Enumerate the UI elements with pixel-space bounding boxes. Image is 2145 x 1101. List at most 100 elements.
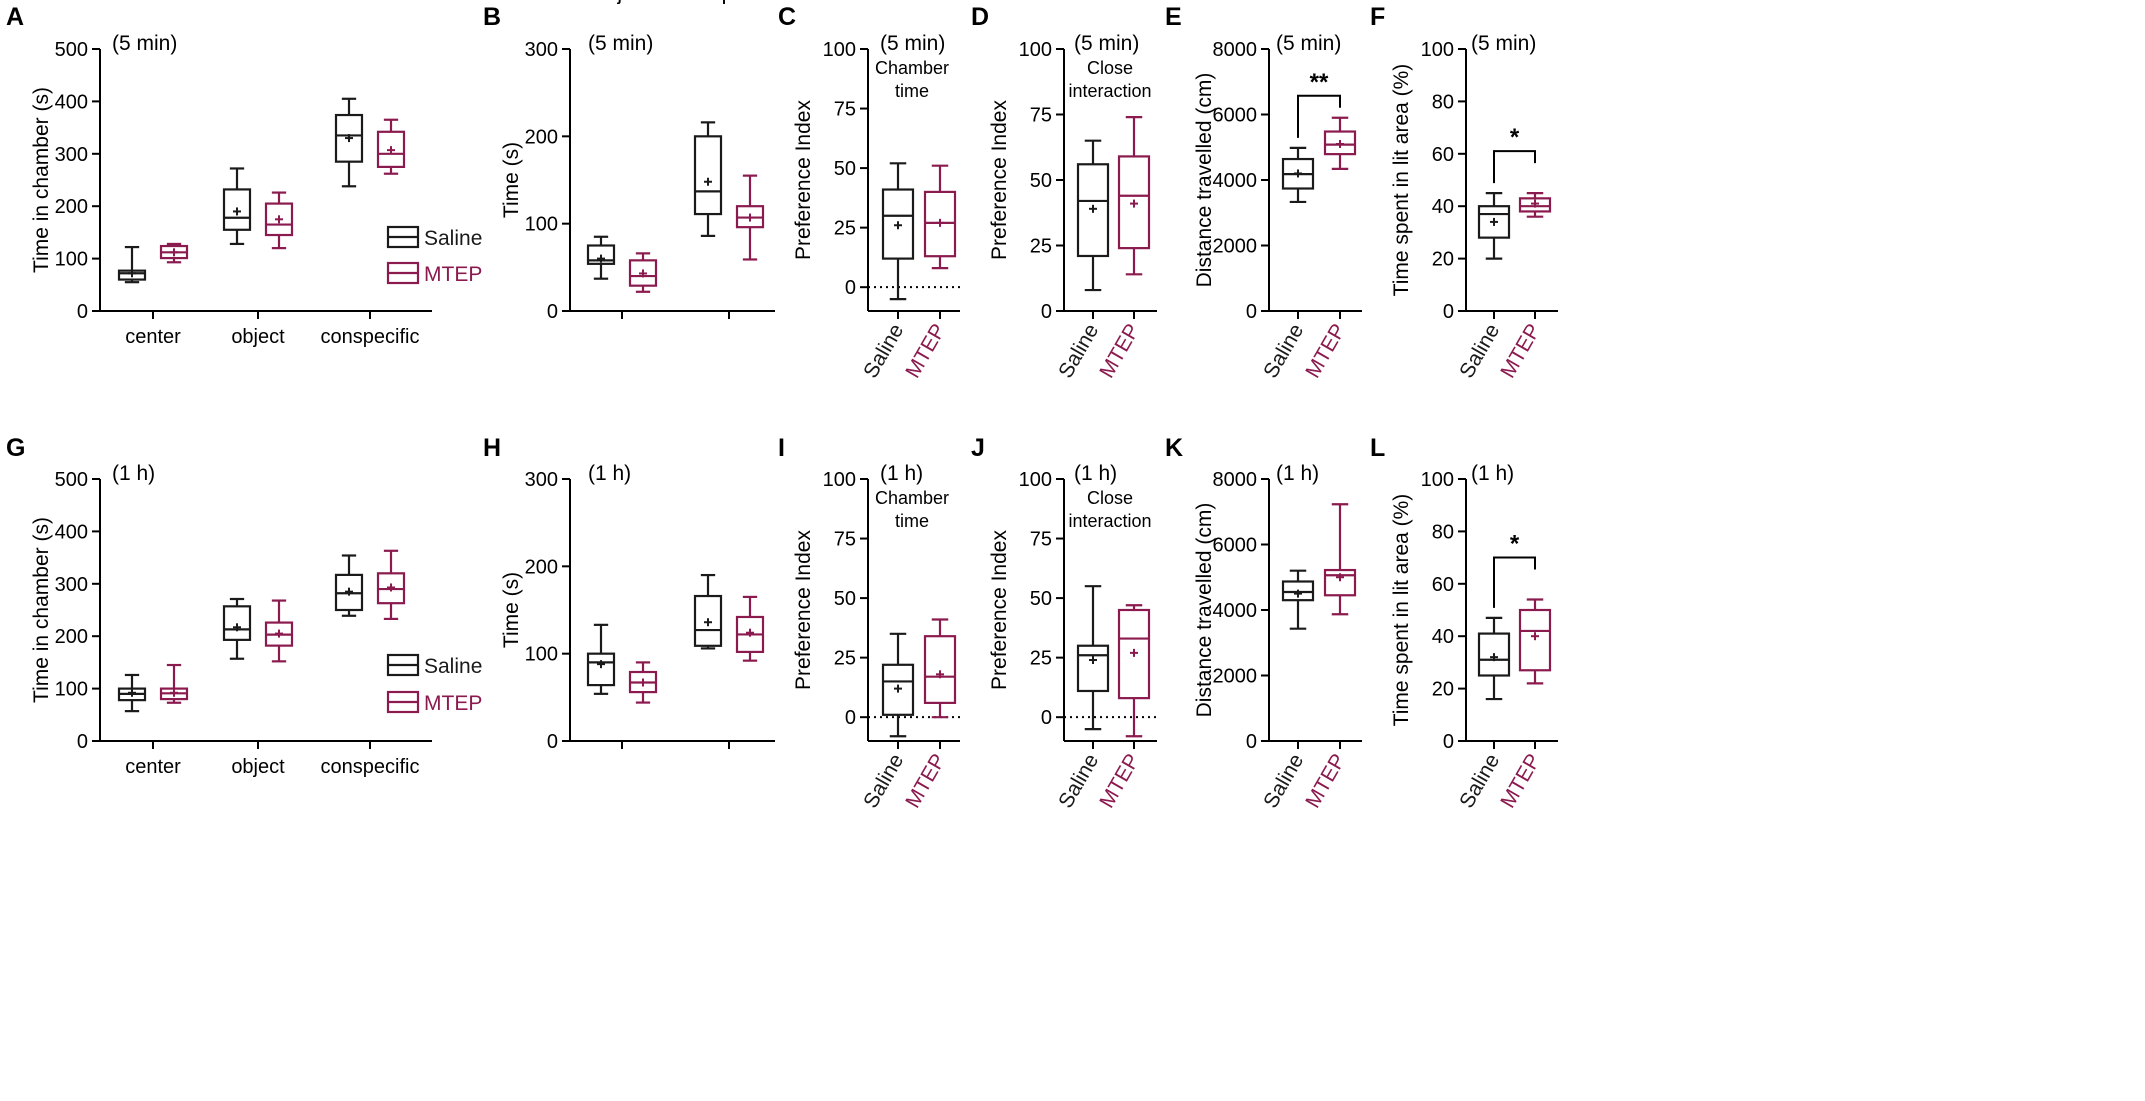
y-tick-label: 2000 bbox=[1213, 236, 1258, 258]
condition-label: (1 h) bbox=[1074, 462, 1117, 485]
subtitle-line-2: interaction bbox=[1068, 81, 1151, 101]
box-saline-saline bbox=[881, 162, 915, 301]
y-tick-label: 300 bbox=[55, 574, 88, 596]
x-tick-label-saline: Saline bbox=[1054, 320, 1103, 382]
subtitle-line-1: Close bbox=[1087, 58, 1133, 78]
panel-letter: A bbox=[6, 3, 24, 31]
y-tick-label: 75 bbox=[834, 529, 856, 551]
y-axis-label: Time (s) bbox=[500, 142, 523, 218]
x-tick-label-saline: Saline bbox=[1455, 750, 1504, 812]
condition-label: (1 h) bbox=[588, 462, 631, 485]
y-tick-label: 400 bbox=[55, 91, 88, 113]
panel-letter: F bbox=[1370, 3, 1385, 31]
y-tick-label: 20 bbox=[1432, 679, 1454, 701]
iqr-box bbox=[923, 635, 957, 704]
box-mtep-mtep bbox=[1323, 116, 1357, 170]
box-mtep-center bbox=[159, 242, 189, 264]
subtitle-line-1: Close bbox=[1087, 488, 1133, 508]
y-tick-label: 0 bbox=[547, 301, 558, 323]
subtitle-line-1: Chamber bbox=[875, 488, 949, 508]
condition-label: (5 min) bbox=[112, 32, 177, 55]
box-mtep-mtep bbox=[923, 164, 957, 270]
box-saline-saline bbox=[881, 632, 915, 738]
x-tick-label-saline: Saline bbox=[1455, 320, 1504, 382]
box-saline-conspecific bbox=[693, 573, 723, 650]
x-tick-label-saline: Saline bbox=[859, 320, 908, 382]
y-tick-label: 6000 bbox=[1213, 105, 1258, 127]
box-mtep-mtep bbox=[1518, 598, 1552, 685]
significance-marker: ** bbox=[1310, 69, 1329, 96]
box-saline-saline bbox=[1477, 192, 1511, 260]
panel-letter: B bbox=[483, 3, 501, 31]
condition-label: (5 min) bbox=[588, 32, 653, 55]
panel-letter: G bbox=[6, 434, 25, 462]
y-tick-label: 100 bbox=[55, 679, 88, 701]
y-tick-label: 0 bbox=[845, 707, 856, 729]
panel-letter: I bbox=[778, 434, 785, 462]
x-tick-label-conspecific: conspecific bbox=[680, 0, 779, 5]
subtitle-line-2: interaction bbox=[1068, 511, 1151, 531]
box-mtep-mtep bbox=[923, 618, 957, 719]
panel-letter: K bbox=[1165, 434, 1183, 462]
y-tick-label: 0 bbox=[547, 731, 558, 753]
y-tick-label: 80 bbox=[1432, 91, 1454, 113]
y-tick-label: 75 bbox=[834, 99, 856, 121]
y-tick-label: 100 bbox=[55, 249, 88, 271]
subtitle-line-2: time bbox=[895, 81, 929, 101]
y-axis-label: Preference Index bbox=[792, 100, 815, 260]
y-tick-label: 100 bbox=[823, 469, 856, 491]
box-mtep-object bbox=[628, 252, 658, 293]
y-tick-label: 8000 bbox=[1213, 469, 1258, 491]
box-saline-object bbox=[222, 597, 252, 660]
y-tick-label: 50 bbox=[834, 588, 856, 610]
condition-label: (1 h) bbox=[1471, 462, 1514, 485]
y-tick-label: 400 bbox=[55, 521, 88, 543]
x-tick-label-center: center bbox=[125, 756, 181, 778]
y-tick-label: 60 bbox=[1432, 144, 1454, 166]
y-tick-label: 75 bbox=[1030, 105, 1052, 127]
y-axis-label: Time (s) bbox=[500, 572, 523, 648]
significance-marker: * bbox=[1510, 531, 1520, 558]
y-tick-label: 25 bbox=[1030, 648, 1052, 670]
x-tick-label-mtep: MTEP bbox=[1095, 750, 1144, 812]
x-tick-label-object: object bbox=[595, 0, 649, 5]
iqr-box bbox=[1076, 644, 1110, 693]
box-saline-conspecific bbox=[693, 121, 723, 237]
box-mtep-mtep bbox=[1117, 604, 1151, 738]
y-axis-label: Time in chamber (s) bbox=[30, 87, 53, 273]
panel-b: B 0 100 200 300 Time (s) object conspecific (5 m… bbox=[483, 0, 778, 323]
x-tick-label-object: object bbox=[231, 756, 285, 778]
y-tick-label: 200 bbox=[55, 196, 88, 218]
y-tick-label: 100 bbox=[1019, 469, 1052, 491]
x-tick-label-mtep: MTEP bbox=[1496, 320, 1545, 382]
x-tick-label-mtep: MTEP bbox=[901, 750, 950, 812]
box-saline-object bbox=[586, 623, 616, 695]
y-tick-label: 60 bbox=[1432, 574, 1454, 596]
x-tick-label-conspecific: conspecific bbox=[680, 0, 779, 5]
box-mtep-conspecific bbox=[376, 549, 406, 621]
box-saline-saline bbox=[1076, 585, 1110, 731]
iqr-box bbox=[586, 652, 616, 687]
y-tick-label: 50 bbox=[1030, 588, 1052, 610]
significance-bracket bbox=[1493, 556, 1536, 608]
y-tick-label: 300 bbox=[525, 469, 558, 491]
x-tick-label-mtep: MTEP bbox=[1095, 320, 1144, 382]
panel-letter: C bbox=[778, 3, 796, 31]
y-tick-label: 200 bbox=[525, 556, 558, 578]
y-axis-label: Time spent in lit area (%) bbox=[1390, 494, 1413, 727]
box-mtep-center bbox=[159, 663, 189, 704]
x-tick-label-object: object bbox=[231, 326, 285, 348]
panel-letter: D bbox=[971, 3, 989, 31]
panel-a: A 0 100 200 300 400 500 Time in chamber (s) cent… bbox=[6, 3, 482, 348]
y-tick-label: 0 bbox=[1443, 301, 1454, 323]
y-tick-label: 0 bbox=[1443, 731, 1454, 753]
y-tick-label: 100 bbox=[1421, 39, 1454, 61]
y-tick-label: 6000 bbox=[1213, 535, 1258, 557]
panel-g: G 0 100 200 300 400 500 Time in chamber (s) cent… bbox=[6, 434, 482, 778]
y-tick-label: 0 bbox=[77, 731, 88, 753]
condition-label: (1 h) bbox=[880, 462, 923, 485]
box-saline-object bbox=[222, 167, 252, 246]
iqr-box bbox=[693, 135, 723, 216]
